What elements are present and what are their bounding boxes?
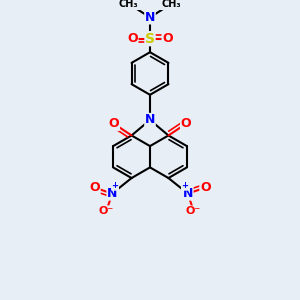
- Text: O: O: [200, 181, 211, 194]
- Text: O⁻: O⁻: [186, 206, 201, 216]
- Text: N: N: [145, 113, 155, 127]
- Text: O: O: [127, 32, 138, 45]
- Text: O: O: [162, 32, 173, 45]
- Text: N: N: [145, 11, 155, 24]
- Text: +: +: [112, 181, 118, 190]
- Text: N: N: [183, 187, 193, 200]
- Text: +: +: [182, 181, 188, 190]
- Text: O⁻: O⁻: [99, 206, 114, 216]
- Text: CH₃: CH₃: [119, 0, 139, 9]
- Text: S: S: [145, 32, 155, 46]
- Text: CH₃: CH₃: [161, 0, 181, 9]
- Text: O: O: [109, 117, 119, 130]
- Text: N: N: [107, 187, 117, 200]
- Text: O: O: [89, 181, 100, 194]
- Text: O: O: [181, 117, 191, 130]
